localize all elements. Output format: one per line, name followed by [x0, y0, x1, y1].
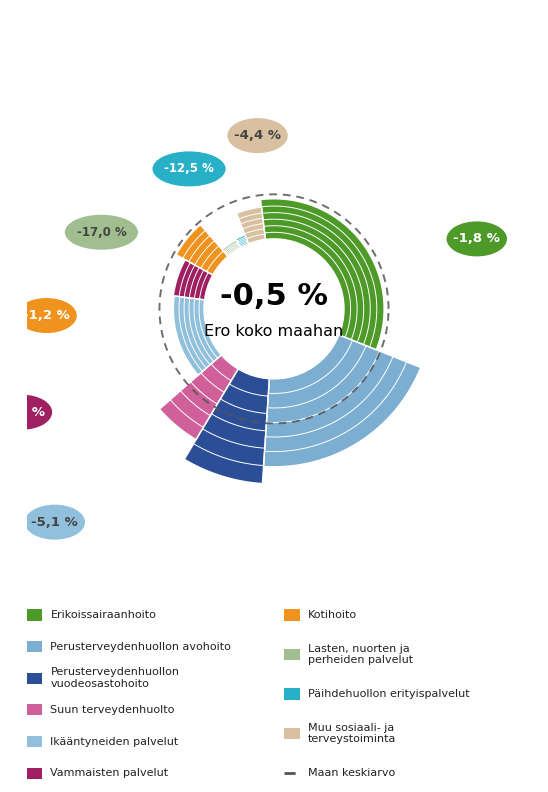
- Circle shape: [204, 239, 344, 379]
- Text: -4,4 %: -4,4 %: [234, 129, 281, 142]
- Ellipse shape: [152, 151, 226, 186]
- Text: Perusterveydenhuollon avohoito: Perusterveydenhuollon avohoito: [50, 642, 231, 652]
- Text: Perusterveydenhuollon
vuodeosastohoito: Perusterveydenhuollon vuodeosastohoito: [50, 668, 179, 689]
- Text: Maan keskiarvo: Maan keskiarvo: [308, 768, 395, 779]
- Text: -12,5 %: -12,5 %: [164, 162, 214, 175]
- Ellipse shape: [16, 298, 77, 333]
- Text: Päihdehuollon erityispalvelut: Päihdehuollon erityispalvelut: [308, 689, 470, 699]
- FancyBboxPatch shape: [284, 609, 300, 621]
- FancyBboxPatch shape: [27, 704, 42, 715]
- FancyBboxPatch shape: [27, 767, 42, 779]
- Text: +20,9 %: +20,9 %: [241, 626, 296, 638]
- Ellipse shape: [232, 615, 305, 649]
- Polygon shape: [174, 260, 213, 300]
- Ellipse shape: [25, 505, 85, 539]
- FancyBboxPatch shape: [27, 641, 42, 652]
- FancyBboxPatch shape: [284, 649, 300, 660]
- Text: Vammaisten palvelut: Vammaisten palvelut: [50, 768, 169, 779]
- Ellipse shape: [227, 118, 288, 153]
- Text: Ero koko maahan: Ero koko maahan: [204, 324, 344, 339]
- Ellipse shape: [65, 215, 138, 249]
- Polygon shape: [237, 208, 265, 244]
- FancyBboxPatch shape: [284, 728, 300, 739]
- Text: Lasten, nuorten ja
perheiden palvelut: Lasten, nuorten ja perheiden palvelut: [308, 644, 413, 665]
- Polygon shape: [160, 355, 238, 439]
- Text: -5,1 %: -5,1 %: [31, 516, 78, 528]
- Ellipse shape: [377, 565, 450, 600]
- Polygon shape: [174, 296, 221, 375]
- FancyBboxPatch shape: [27, 672, 42, 683]
- FancyBboxPatch shape: [27, 736, 42, 747]
- Text: Ikääntyneiden palvelut: Ikääntyneiden palvelut: [50, 737, 179, 747]
- Text: -4,8 %: -4,8 %: [0, 406, 45, 419]
- Polygon shape: [177, 225, 228, 275]
- Text: Kotihoito: Kotihoito: [308, 610, 357, 620]
- Polygon shape: [185, 369, 270, 483]
- FancyBboxPatch shape: [27, 609, 42, 621]
- Ellipse shape: [139, 600, 212, 634]
- Text: Muu sosiaali- ja
terveystoiminta: Muu sosiaali- ja terveystoiminta: [308, 723, 396, 744]
- Text: -17,0 %: -17,0 %: [77, 226, 126, 238]
- Text: -0,5 %: -0,5 %: [220, 282, 328, 310]
- Text: +12,9 %: +12,9 %: [148, 611, 203, 623]
- Polygon shape: [261, 200, 384, 349]
- Ellipse shape: [447, 222, 507, 257]
- FancyBboxPatch shape: [284, 688, 300, 699]
- Text: Erikoissairaanhoito: Erikoissairaanhoito: [50, 610, 156, 620]
- Polygon shape: [222, 241, 241, 256]
- Polygon shape: [236, 235, 248, 247]
- Text: Suun terveydenhuolto: Suun terveydenhuolto: [50, 705, 175, 715]
- Ellipse shape: [0, 394, 52, 430]
- Text: -1,8 %: -1,8 %: [453, 232, 500, 246]
- Text: -1,2 %: -1,2 %: [23, 309, 70, 322]
- Polygon shape: [264, 335, 420, 466]
- Text: +14,9 %: +14,9 %: [386, 576, 441, 588]
